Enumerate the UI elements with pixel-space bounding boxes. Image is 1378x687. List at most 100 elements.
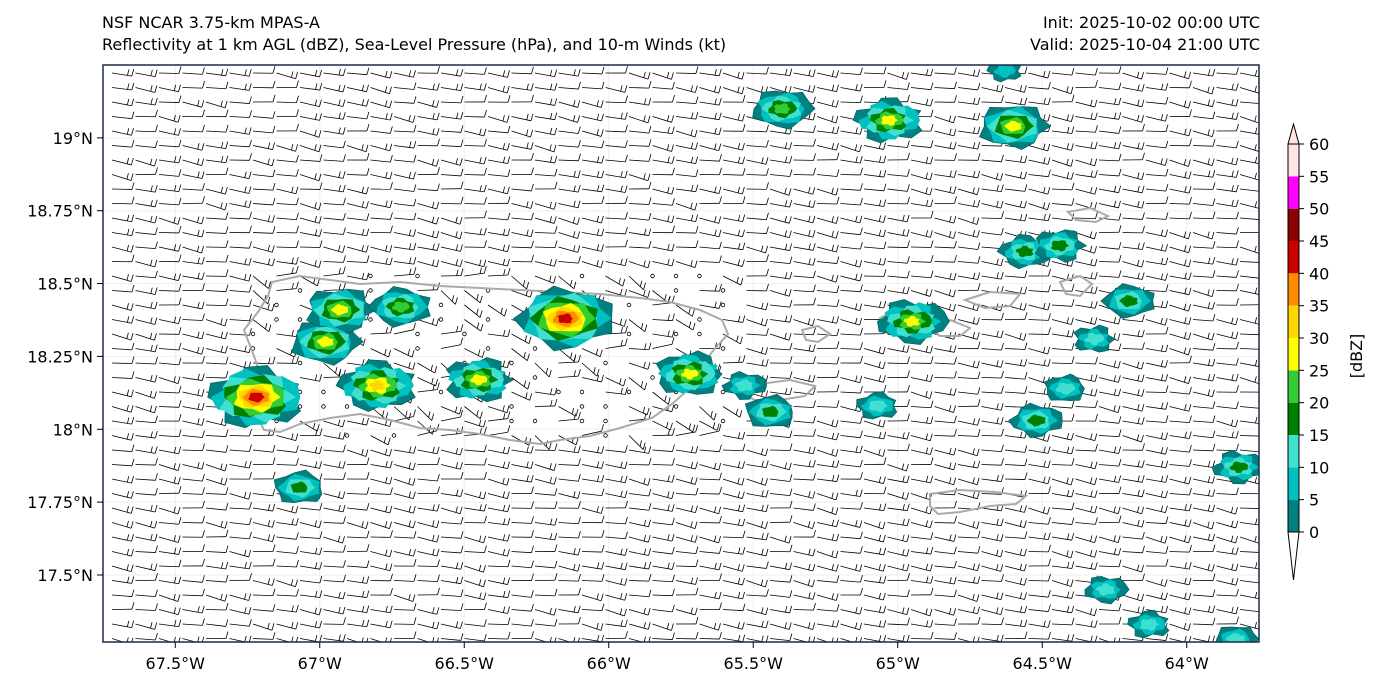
wind-barb — [252, 503, 276, 512]
wind-barb — [1098, 82, 1122, 91]
wind-barb — [417, 230, 440, 239]
wind-barb — [1169, 71, 1192, 80]
wind-barb — [816, 299, 840, 307]
wind-barb — [1028, 268, 1051, 277]
wind-barb — [957, 418, 980, 426]
wind-barb — [464, 290, 483, 304]
wind-barb — [934, 196, 957, 204]
colorbar-bin — [1288, 273, 1299, 306]
wind-barb — [816, 356, 840, 365]
wind-barb — [370, 435, 391, 446]
calm-wind-marker — [720, 302, 726, 308]
wind-barb — [440, 125, 464, 133]
wind-barb — [769, 315, 793, 323]
calm-wind-marker — [673, 331, 679, 337]
wind-barb — [205, 284, 229, 293]
wind-barb — [1239, 188, 1259, 192]
wind-barb — [1098, 270, 1122, 278]
wind-barb — [957, 341, 981, 350]
wind-barb — [581, 348, 603, 358]
chart-subtitle: Reflectivity at 1 km AGL (dBZ), Sea-Leve… — [102, 35, 727, 54]
wind-barb — [793, 491, 816, 499]
wind-barb — [1122, 84, 1145, 92]
wind-barb — [558, 100, 581, 108]
wind-barb — [1169, 487, 1192, 496]
calm-wind-marker — [579, 389, 585, 395]
wind-barb — [417, 377, 439, 387]
wind-barb — [628, 81, 652, 89]
wind-barb — [1239, 287, 1259, 295]
wind-barb — [417, 382, 440, 393]
calm-wind-marker — [321, 389, 326, 395]
wind-barb — [558, 216, 580, 225]
wind-barb — [370, 325, 393, 335]
wind-barb — [1216, 140, 1239, 149]
wind-barb — [1192, 389, 1215, 398]
wind-barb — [440, 181, 464, 190]
wind-barb — [1122, 99, 1145, 108]
wind-barb — [370, 225, 393, 234]
wind-barb — [675, 240, 699, 248]
wind-barb — [628, 319, 648, 332]
wind-barb — [699, 472, 722, 481]
wind-barb — [299, 82, 323, 91]
wind-barb — [111, 244, 134, 253]
wind-barb — [887, 82, 910, 90]
wind-barb — [722, 355, 746, 364]
wind-barb — [182, 346, 205, 355]
colorbar-tick-label: 50 — [1309, 200, 1329, 219]
wind-barb — [746, 460, 769, 469]
wind-barb — [981, 386, 1004, 394]
wind-barb — [440, 337, 464, 349]
wind-barb — [1169, 347, 1191, 356]
wind-barb — [840, 197, 863, 206]
wind-barb — [769, 169, 793, 177]
wind-barb — [229, 211, 252, 220]
colorbar-bin — [1288, 467, 1299, 500]
wind-barb — [417, 406, 435, 421]
wind-barb — [1122, 242, 1145, 250]
wind-barb — [793, 230, 816, 238]
wind-barb — [1051, 126, 1075, 134]
wind-barb — [111, 173, 134, 181]
wind-barb — [252, 258, 275, 267]
wind-barb — [370, 70, 393, 79]
wind-barb — [816, 216, 839, 224]
wind-barb — [135, 270, 158, 279]
wind-barb — [393, 348, 415, 358]
lat-tick-label: 18.25°N — [27, 347, 93, 366]
wind-barb — [981, 403, 1004, 411]
wind-barb — [1192, 373, 1216, 382]
wind-barb — [299, 144, 322, 153]
wind-barb — [628, 342, 652, 351]
wind-barb — [769, 488, 793, 496]
wind-barb — [887, 492, 909, 500]
wind-barb — [840, 489, 863, 497]
wind-barb — [487, 156, 511, 164]
wind-barb — [605, 185, 628, 193]
lon-tick-label: 65.5°W — [724, 654, 784, 673]
wind-barb — [558, 200, 581, 209]
wind-barb — [370, 505, 393, 514]
wind-barb — [1028, 313, 1051, 321]
wind-barb — [440, 139, 464, 148]
wind-barb — [1145, 344, 1169, 353]
wind-barb — [887, 431, 910, 440]
wind-barb — [440, 290, 458, 305]
wind-barb — [158, 385, 182, 394]
wind-barb — [252, 471, 276, 480]
wind-barb — [793, 258, 816, 266]
wind-barb — [1028, 202, 1050, 211]
wind-barb — [605, 212, 628, 220]
wind-barb — [534, 98, 558, 106]
wind-barb — [675, 202, 698, 211]
wind-barb — [1239, 232, 1259, 233]
wind-barb — [1098, 168, 1122, 177]
wind-barb — [746, 245, 768, 254]
wind-barb — [182, 331, 205, 340]
wind-barb — [793, 270, 816, 279]
wind-barb — [323, 444, 346, 453]
wind-barb — [323, 140, 346, 149]
wind-barb — [393, 229, 417, 237]
wind-barb — [135, 317, 158, 325]
